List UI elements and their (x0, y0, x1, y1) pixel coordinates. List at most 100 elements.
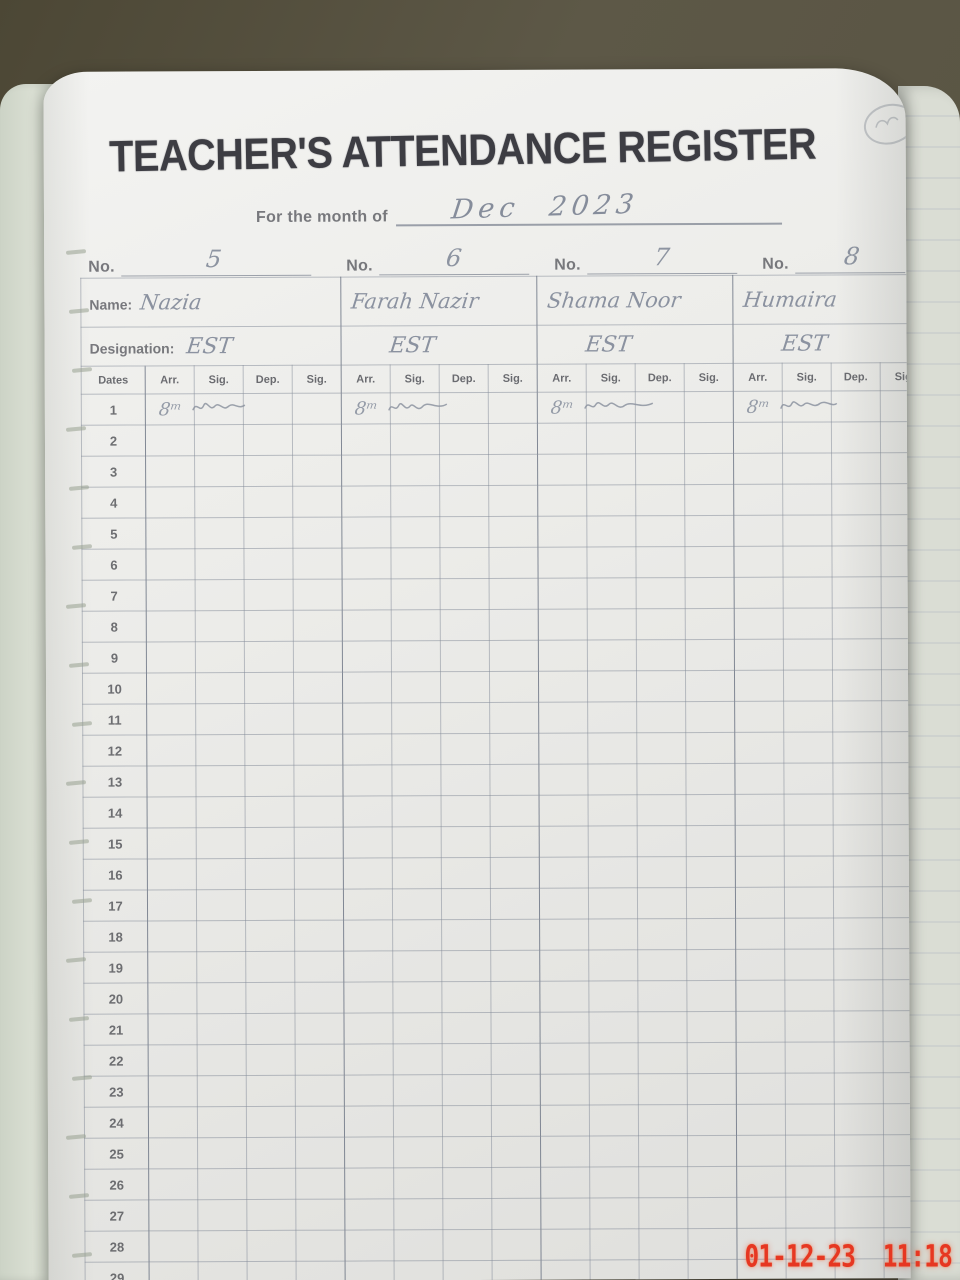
attendance-cell (882, 793, 911, 825)
attendance-row-10: 10 (82, 669, 911, 705)
attendance-cell (637, 856, 687, 888)
attendance-cell (833, 917, 883, 949)
attendance-cell (881, 700, 911, 732)
attendance-cell (733, 515, 784, 547)
attendance-cell (686, 794, 736, 826)
attendance-row-8: 8 (82, 607, 911, 643)
attendance-cell (341, 485, 391, 518)
attendance-cell (393, 1105, 443, 1137)
no-handwritten-value: 6 (444, 244, 464, 273)
attendance-cell (145, 486, 195, 518)
attendance-cell (491, 1105, 541, 1137)
attendance-cell (636, 577, 686, 609)
attendance-cell (635, 422, 685, 454)
no-label: No. (346, 257, 373, 275)
attendance-cell (685, 701, 735, 733)
attendance-row-17: 17 (83, 886, 911, 922)
attendance-cell (883, 1072, 911, 1104)
attendance-cell (686, 825, 736, 857)
attendance-cell (736, 1073, 786, 1105)
attendance-cell (344, 1167, 394, 1200)
attendance-cell (783, 545, 833, 578)
attendance-row-4: 4 (81, 483, 911, 519)
attendance-cell (832, 762, 883, 794)
attendance-cell (246, 1168, 296, 1200)
attendance-cell (882, 886, 911, 918)
attendance-cell (488, 516, 539, 548)
attendance-cell (196, 920, 246, 952)
attendance-cell (294, 889, 344, 921)
teacher-no-field-2: No. 6 (346, 244, 529, 276)
designation-cell: EST (733, 323, 911, 364)
attendance-cell (587, 546, 637, 579)
attendance-cell (393, 1136, 443, 1168)
name-cell: Name: Nazia (80, 277, 342, 328)
col-header-sig: Sig. (292, 365, 342, 394)
attendance-cell (145, 424, 195, 456)
attendance-cell (584, 391, 654, 424)
teacher-name: Humaira (742, 287, 839, 312)
attendance-cell (589, 1011, 639, 1044)
attendance-cell (782, 421, 832, 454)
attendance-cell (391, 702, 441, 734)
attendance-cell (390, 516, 440, 548)
attendance-cell (245, 951, 295, 983)
attendance-row-15: 15 (83, 824, 911, 860)
attendance-cell (735, 856, 785, 888)
attendance-cell (735, 825, 785, 857)
no-label: No. (554, 256, 581, 274)
attendance-cell (492, 1260, 542, 1280)
attendance-cell (587, 763, 638, 796)
attendance-row-5: 5 (81, 514, 911, 550)
attendance-cell (637, 794, 687, 826)
name-cell: Shama Noor (536, 275, 734, 326)
attendance-cell (832, 576, 882, 608)
attendance-row-21: 21 (83, 1010, 911, 1046)
teacher-designation: EST (780, 330, 829, 357)
attendance-cell (196, 858, 246, 890)
attendance-cell (194, 517, 244, 549)
stitch-mark (71, 1075, 93, 1081)
teacher-designation: EST (388, 332, 437, 358)
attendance-cell (392, 888, 442, 920)
attendance-cell (293, 672, 343, 704)
attendance-cell (441, 981, 492, 1013)
attendance-cell (247, 1261, 297, 1280)
attendance-cell (687, 1104, 737, 1136)
attendance-cell (540, 1198, 590, 1230)
attendance-cell (834, 1041, 884, 1073)
attendance-cell (831, 483, 881, 515)
no-handwritten-value: 8 (842, 242, 862, 271)
attendance-cell (491, 1043, 541, 1075)
attendance-row-3: 3 (81, 452, 911, 488)
stitch-mark (68, 839, 90, 845)
attendance-cell (148, 1168, 198, 1200)
signature-scribble (780, 401, 838, 409)
teacher-name: Farah Nazir (349, 288, 480, 314)
attendance-cell (733, 484, 783, 516)
attendance-cell (540, 1012, 590, 1044)
attendance-cell (538, 640, 588, 672)
attendance-cell (393, 1012, 443, 1044)
attendance-cell (390, 485, 440, 517)
attendance-cell (735, 949, 785, 981)
attendance-cell (244, 641, 294, 673)
attendance-cell (390, 547, 441, 579)
signature-scribble (192, 402, 246, 411)
designation-row: Designation: EST EST EST EST (80, 323, 911, 367)
attendance-cell (442, 1198, 492, 1230)
attendance-cell (147, 889, 197, 921)
attendance-cell (685, 639, 735, 671)
attendance-cell (292, 517, 342, 549)
attendance-cell (784, 855, 834, 888)
attendance-cell (635, 391, 685, 423)
designation-label: Designation: (89, 339, 175, 357)
attendance-cell (243, 455, 293, 487)
attendance-cell (441, 795, 491, 827)
attendance-cell (882, 979, 911, 1011)
attendance-cell (636, 763, 687, 795)
attendance-cell (833, 855, 883, 887)
attendance-cell (734, 639, 784, 671)
attendance-cell (293, 703, 343, 735)
attendance-cell (344, 1012, 394, 1045)
